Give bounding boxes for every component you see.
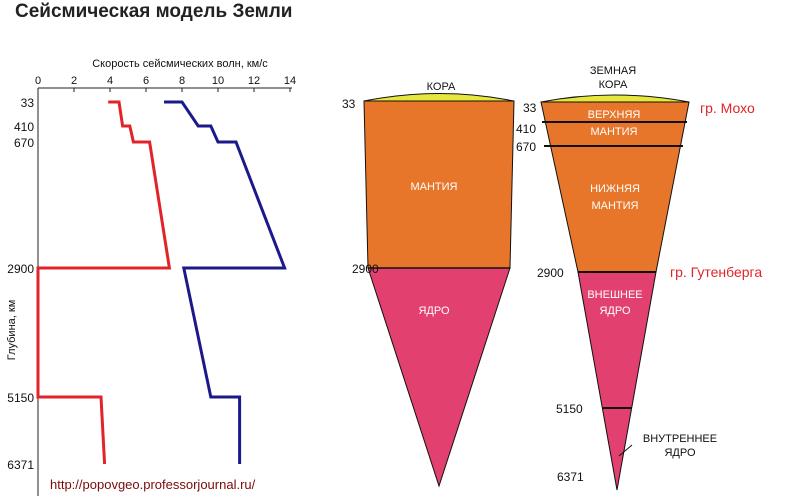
outer-core-label-line2: ЯДРО — [599, 305, 630, 317]
source-url: http://popovgeo.professorjournal.ru/ — [50, 477, 256, 492]
depth-6371-label-detailed: 6371 — [557, 470, 584, 484]
top-axis-label: Скорость сейсмических волн, км/с — [92, 58, 268, 70]
moho-boundary-label: гр. Мохо — [700, 100, 755, 116]
upper-mantle-label-line1: ВЕРХНЯЯ — [588, 109, 641, 121]
figure-title: Сейсмическая модель Земли — [15, 1, 292, 22]
depth-2900-label: 2900 — [352, 262, 379, 276]
gutenberg-boundary-label: гр. Гутенберга — [670, 264, 762, 280]
x-tick-marks — [37, 88, 291, 92]
earth-cone-detailed: ЗЕМНАЯ КОРА ВЕРХНЯЯ МАНТИЯ НИЖНЯЯ МАНТИЯ… — [516, 65, 762, 491]
velocity-series-blue — [164, 100, 287, 464]
x-tick-label-8: 8 — [179, 75, 185, 87]
x-tick-label-4: 4 — [107, 75, 113, 87]
x-tick-label-10: 10 — [212, 75, 224, 87]
depth-label-6371: 6371 — [7, 458, 34, 472]
lower-mantle-label-line2: МАНТИЯ — [591, 200, 638, 212]
depth-670-label-detailed: 670 — [516, 140, 536, 154]
velocity-chart: Скорость сейсмических волн, км/с 0 2 4 6 8 10… — [6, 58, 296, 496]
crust-region — [363, 93, 515, 102]
crust-region-detailed — [540, 94, 690, 103]
lower-mantle-label-line1: НИЖНЯЯ — [590, 183, 640, 195]
inner-core-pointer — [618, 444, 633, 457]
inner-core-label-line1: ВНУТРЕННЕЕ — [643, 433, 717, 445]
outer-core-label-line1: ВНЕШНЕЕ — [587, 289, 642, 301]
earth-cone-simple: КОРА МАНТИЯ ЯДРО 33 2900 — [342, 81, 515, 488]
velocity-series-red — [36, 100, 172, 465]
depth-label-410: 410 — [14, 120, 34, 134]
crust-label-line2: КОРА — [599, 79, 628, 91]
x-tick-label-2: 2 — [71, 75, 77, 87]
upper-mantle-label-line2: МАНТИЯ — [590, 126, 637, 138]
inner-core-label-line2: ЯДРО — [664, 447, 695, 459]
depth-5150-label-detailed: 5150 — [556, 402, 583, 416]
x-tick-label-14: 14 — [284, 75, 296, 87]
left-axis-label: Глубина, км — [6, 300, 18, 361]
x-tick-label-0: 0 — [35, 75, 41, 87]
x-tick-labels: 0 2 4 6 8 10 12 14 — [35, 75, 296, 87]
series-layer — [36, 100, 287, 465]
depth-label-5150: 5150 — [7, 391, 34, 405]
depth-33-label: 33 — [342, 97, 356, 111]
crust-label: КОРА — [427, 81, 456, 93]
depth-tick-labels: 33 410 670 2900 5150 6371 — [7, 96, 34, 472]
core-label: ЯДРО — [418, 305, 449, 317]
depth-33-label-detailed: 33 — [523, 101, 537, 115]
crust-label-line1: ЗЕМНАЯ — [590, 65, 636, 77]
depth-label-2900: 2900 — [7, 262, 34, 276]
x-tick-label-6: 6 — [143, 75, 149, 87]
depth-2900-label-detailed: 2900 — [537, 266, 564, 280]
depth-410-label-detailed: 410 — [516, 122, 536, 136]
core-region — [367, 267, 511, 488]
depth-label-670: 670 — [14, 136, 34, 150]
depth-label-33: 33 — [21, 96, 35, 110]
x-tick-label-12: 12 — [248, 75, 260, 87]
mantle-label: МАНТИЯ — [410, 181, 457, 193]
